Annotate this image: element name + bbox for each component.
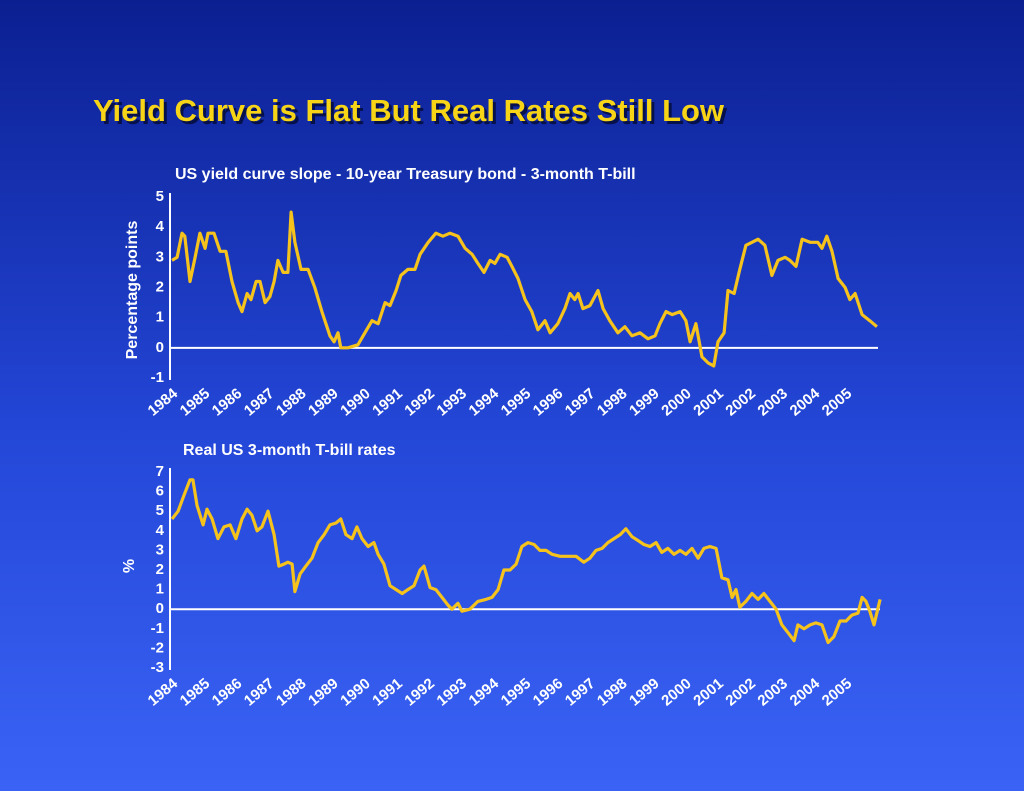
y-tick-label: 6 [156, 483, 164, 500]
x-tick-label: 1996 [530, 385, 566, 419]
x-tick-label: 1995 [498, 675, 534, 709]
y-tick-label: 7 [156, 463, 164, 480]
x-tick-label: 2004 [787, 385, 824, 420]
y-tick-label: -3 [151, 659, 164, 676]
x-tick-label: 1986 [209, 385, 245, 419]
slide-title: Yield Curve is Flat But Real Rates Still… [93, 93, 725, 128]
x-tick-label: 1984 [145, 385, 182, 420]
x-tick-label: 1988 [273, 385, 309, 419]
x-tick-label: 1984 [145, 675, 182, 710]
x-tick-label: 1985 [177, 675, 213, 709]
x-tick-label: 2003 [755, 675, 791, 709]
x-tick-label: 1989 [305, 675, 341, 709]
x-tick-label: 1997 [562, 675, 598, 709]
x-tick-label: 1990 [337, 675, 373, 709]
x-tick-label: 1998 [594, 675, 630, 709]
x-tick-label: 1994 [466, 385, 503, 420]
x-tick-label: 2001 [690, 385, 726, 419]
x-tick-label: 1997 [562, 385, 598, 419]
y-tick-label: 4 [156, 218, 165, 235]
chart-title: US yield curve slope - 10-year Treasury … [175, 166, 636, 183]
y-tick-label: 0 [156, 339, 164, 356]
x-tick-label: 1999 [626, 385, 662, 419]
x-tick-label: 1994 [466, 675, 503, 710]
data-line [170, 478, 882, 645]
x-tick-label: 2005 [819, 675, 855, 709]
y-tick-label: 0 [156, 600, 164, 617]
x-tick-label: 1992 [401, 385, 437, 419]
y-tick-label: -1 [151, 369, 164, 386]
x-tick-label: 1990 [337, 385, 373, 419]
y-tick-label: -1 [151, 620, 164, 637]
x-tick-label: 1988 [273, 675, 309, 709]
x-tick-label: 2000 [658, 385, 694, 419]
x-tick-label: 1989 [305, 385, 341, 419]
x-tick-label: 2001 [690, 675, 726, 709]
y-tick-label: 1 [156, 309, 164, 326]
x-tick-label: 1995 [498, 385, 534, 419]
x-tick-label: 2003 [755, 385, 791, 419]
y-tick-label: 2 [156, 561, 164, 578]
y-axis-label: % [121, 559, 138, 573]
x-tick-label: 2004 [787, 675, 824, 710]
y-tick-label: 3 [156, 248, 164, 265]
y-tick-label: -2 [151, 639, 164, 656]
y-tick-label: 4 [156, 522, 165, 539]
y-tick-label: 1 [156, 581, 164, 598]
chart-title: Real US 3-month T-bill rates [183, 442, 396, 459]
y-axis-label: Percentage points [124, 221, 141, 360]
x-tick-label: 1999 [626, 675, 662, 709]
x-tick-label: 1986 [209, 675, 245, 709]
y-tick-label: 2 [156, 278, 164, 295]
y-tick-label: 5 [156, 188, 164, 205]
x-tick-label: 2002 [722, 385, 758, 419]
x-tick-label: 1991 [369, 675, 405, 709]
x-tick-label: 1993 [434, 675, 470, 709]
x-tick-label: 1987 [241, 385, 277, 419]
title-shadow: Yield Curve is Flat But Real Rates Still… [96, 96, 728, 131]
x-tick-label: 1992 [401, 675, 437, 709]
x-tick-label: 1987 [241, 675, 277, 709]
y-tick-label: 5 [156, 502, 164, 519]
data-line [171, 210, 878, 368]
y-tick-label: 3 [156, 541, 164, 558]
x-tick-label: 1993 [434, 385, 470, 419]
x-tick-label: 1998 [594, 385, 630, 419]
x-tick-label: 2000 [658, 675, 694, 709]
x-tick-label: 1991 [369, 385, 405, 419]
x-tick-label: 1996 [530, 675, 566, 709]
x-tick-label: 2002 [722, 675, 758, 709]
x-tick-label: 1985 [177, 385, 213, 419]
x-tick-label: 2005 [819, 385, 855, 419]
